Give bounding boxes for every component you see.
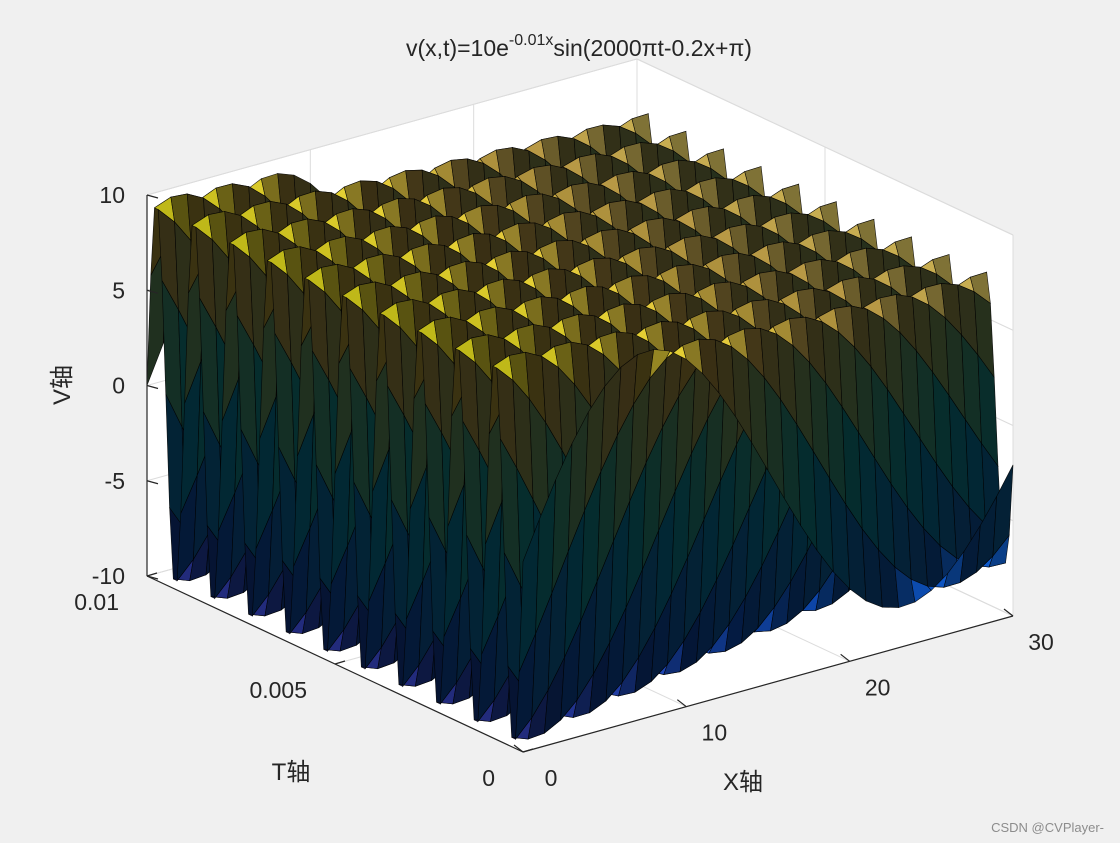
chart-title: v(x,t)=10e-0.01xsin(2000πt-0.2x+π) [406,32,752,61]
x-tick [840,653,851,662]
x-axis-line [522,615,1014,753]
z-tick [146,480,159,485]
x-tick-label: 10 [702,720,728,746]
z-tick [146,575,159,580]
x-tick-label: 30 [1028,629,1054,655]
z-tick-label: 10 [99,182,125,208]
grid-line [636,58,1014,236]
x-tick-label: 0 [545,765,558,791]
title-base: v(x,t)=10e [406,35,509,61]
surface-mesh [146,113,1014,741]
y-tick [334,660,346,665]
title-tail: sin(2000πt-0.2x+π) [553,35,752,61]
axis-lines [146,194,1014,753]
grid-line [146,58,638,196]
x-tick [1003,608,1014,617]
x-axis-label: X轴 [723,769,763,796]
z-axis-label: V轴 [49,365,76,405]
x-tick [676,699,687,708]
tick-labels: 0 10 20 30 0 0.005 0.01-10 -5 0 5 10 [74,182,1054,791]
x-tick-label: 20 [865,674,891,700]
y-tick-label: 0.01 [74,589,119,615]
title-superscript: -0.01x [509,32,553,49]
z-tick-label: -10 [92,563,125,589]
y-tick [522,748,534,753]
z-tick-label: 5 [112,277,125,303]
x-tick [513,744,524,753]
z-tick-label: -5 [105,468,125,494]
y-tick-label: 0 [482,765,495,791]
y-axis-label: T轴 [272,759,311,786]
z-tick [146,194,159,199]
surface-patch [992,464,1014,557]
y-tick [146,572,158,577]
y-tick-label: 0.005 [249,677,307,703]
z-tick [146,289,159,294]
watermark-text: CSDN @CVPlayer- [991,820,1104,835]
z-tick-label: 0 [112,373,125,399]
z-tick [146,384,159,390]
